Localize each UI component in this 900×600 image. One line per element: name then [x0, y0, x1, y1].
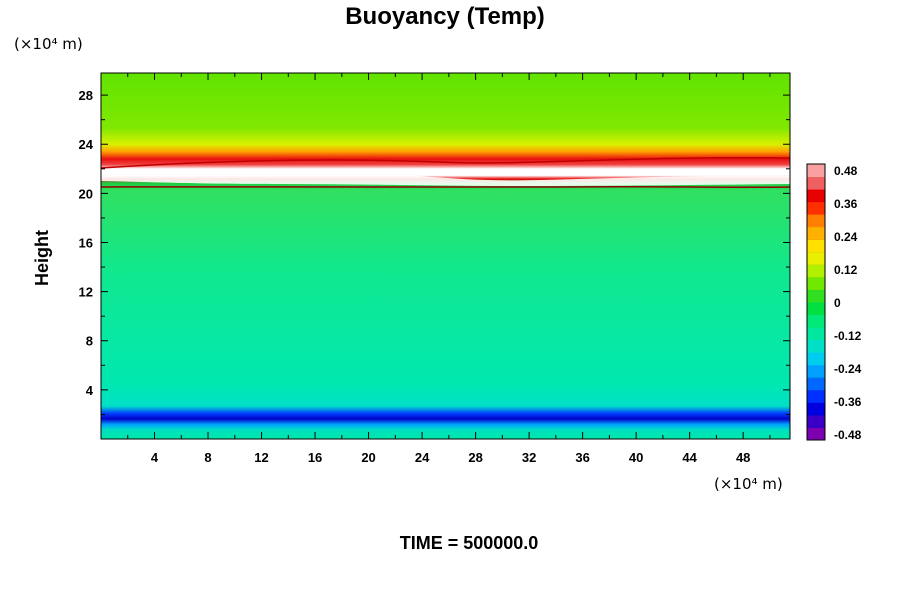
- colorbar-label: 0.48: [834, 164, 858, 178]
- x-tick-label: 44: [682, 450, 697, 465]
- colorbar-label: -0.48: [834, 428, 862, 442]
- boundary-contour-lower: [100, 185, 791, 189]
- colorbar-swatch: [807, 314, 825, 328]
- time-label: TIME = 500000.0: [400, 533, 539, 553]
- colorbar-swatch: [807, 276, 825, 290]
- x-tick-label: 12: [254, 450, 268, 465]
- x-tick-label: 4: [151, 450, 159, 465]
- colorbar-frame: [806, 163, 826, 441]
- colorbar-swatch: [807, 352, 825, 366]
- colorbar-swatch: [807, 327, 825, 341]
- colorbar-swatch: [807, 189, 825, 203]
- heatmap-field: [101, 73, 790, 439]
- colorbar-label: 0.36: [834, 197, 858, 211]
- y-tick-label: 4: [86, 383, 94, 398]
- colorbar-swatch: [807, 251, 825, 265]
- colorbar-swatch: [807, 364, 825, 378]
- colorbar-swatch: [807, 389, 825, 403]
- boundary-contour-upper: [100, 156, 791, 169]
- y-axis-label: Height: [32, 230, 52, 286]
- x-tick-label: 24: [415, 450, 430, 465]
- x-tick-label: 32: [522, 450, 536, 465]
- y-tick-label: 20: [79, 186, 93, 201]
- x-unit-label: (×10⁴ m): [714, 475, 783, 493]
- x-tick-label: 20: [361, 450, 375, 465]
- y-tick-label: 24: [79, 137, 94, 152]
- colorbar-swatch: [807, 402, 825, 416]
- y-tick-label: 16: [79, 235, 93, 250]
- plot-frame: [100, 72, 791, 440]
- colorbar-swatch: [807, 264, 825, 278]
- y-tick-label: 8: [86, 334, 93, 349]
- colorbar-swatch: [807, 289, 825, 303]
- colorbar: 0.48 0.36 0.24 0.12 0 -0.12 -0.24 -0.36 -0.48: [806, 163, 862, 442]
- colorbar-label: -0.24: [834, 362, 862, 376]
- white-band: [101, 169, 790, 186]
- x-tick-label: 48: [736, 450, 750, 465]
- colorbar-swatch: [807, 302, 825, 316]
- chart-title: Buoyancy (Temp): [345, 3, 545, 30]
- x-tick-label: 8: [204, 450, 211, 465]
- colorbar-swatch: [807, 427, 825, 441]
- colorbar-label: 0: [834, 296, 841, 310]
- colorbar-swatch: [807, 339, 825, 353]
- colorbar-label: 0.12: [834, 263, 858, 277]
- y-tick-label: 12: [79, 285, 93, 300]
- colorbar-swatch: [807, 239, 825, 253]
- colorbar-swatch: [807, 176, 825, 190]
- colorbar-swatch: [807, 226, 825, 240]
- y-tick-label: 28: [79, 88, 93, 103]
- x-tick-label: 28: [468, 450, 482, 465]
- plot-area: [100, 72, 791, 440]
- colorbar-label: -0.36: [834, 395, 862, 409]
- x-tick-label: 40: [629, 450, 643, 465]
- colorbar-swatch: [807, 201, 825, 215]
- colorbar-swatch: [807, 414, 825, 428]
- colorbar-label: -0.12: [834, 329, 862, 343]
- x-tick-label: 16: [308, 450, 322, 465]
- y-unit-label: (×10⁴ m): [14, 35, 83, 53]
- y-axis: 4 8 12 16 20 24 28: [79, 88, 790, 415]
- colorbar-swatch: [807, 214, 825, 228]
- x-axis: 4 8 12 16 20 24 28 32 36 40 44 48: [127, 73, 771, 465]
- x-tick-label: 36: [575, 450, 589, 465]
- colorbar-swatch: [807, 377, 825, 391]
- colorbar-swatch: [807, 164, 825, 178]
- colorbar-label: 0.24: [834, 230, 858, 244]
